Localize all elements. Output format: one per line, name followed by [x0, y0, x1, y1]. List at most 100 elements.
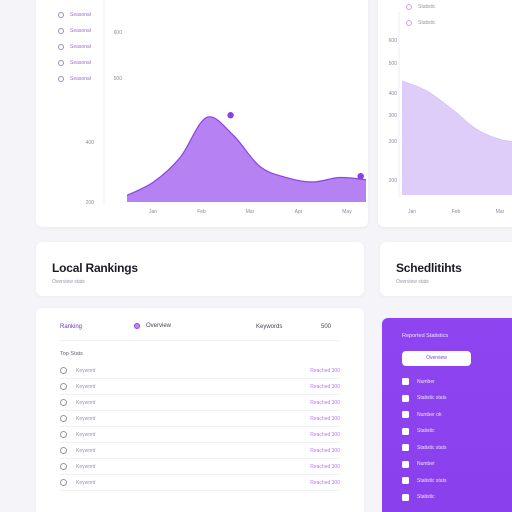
panel-title: Reported Statistics: [402, 333, 449, 339]
panel-item-label: Number ok: [417, 411, 442, 418]
section-title: Local Rankings: [52, 261, 138, 275]
row-keyword: Keyword: [76, 400, 96, 406]
row-value: Reached 300: [310, 432, 340, 438]
checkbox-icon: [402, 378, 409, 385]
table-row[interactable]: Keyword Reached 300: [60, 460, 340, 475]
row-divider: [60, 378, 340, 379]
row-value: Reached 300: [310, 368, 340, 374]
y-tick-label: 200: [389, 178, 398, 184]
legend-item[interactable]: Statistic: [406, 4, 436, 10]
rank-circle-icon: [60, 479, 67, 486]
legend-label: Seasonal: [70, 12, 91, 18]
column-header-count[interactable]: 500: [321, 324, 332, 330]
filter-label: Overview: [146, 323, 172, 329]
checkbox-icon: [402, 411, 409, 418]
panel-item-label: Number: [417, 461, 435, 467]
legend-item[interactable]: Statistic: [406, 20, 436, 26]
radio-selected-icon: [134, 323, 140, 329]
row-keyword: Keyword: [76, 464, 96, 470]
column-header-keywords[interactable]: Keywords: [256, 324, 283, 330]
legend-label: Seasonal: [70, 60, 91, 66]
panel-item-label: Statistic stats: [417, 395, 447, 401]
data-point-marker[interactable]: [227, 112, 234, 119]
checkbox-icon: [402, 460, 409, 468]
checkbox-icon: [402, 444, 409, 451]
overview-button[interactable]: Overview: [402, 351, 471, 366]
row-keyword: Keyword: [76, 368, 96, 374]
table-row[interactable]: Keyword Reached 300: [60, 428, 340, 443]
row-value: Reached 300: [310, 480, 340, 486]
panel-item-label: Statistic: [417, 428, 435, 434]
table-row[interactable]: Keyword Reached 300: [60, 412, 340, 427]
legend-item[interactable]: Seasonal: [58, 12, 91, 18]
legend-item[interactable]: Seasonal: [58, 44, 91, 50]
row-keyword: Keyword: [76, 480, 96, 486]
rankings-table: Ranking Overview Keywords 500 Top Stats …: [36, 308, 364, 512]
table-row[interactable]: Keyword Reached 300: [60, 364, 340, 379]
legend-item[interactable]: Seasonal: [58, 60, 91, 66]
row-divider: [60, 394, 340, 395]
row-value: Reached 300: [310, 448, 340, 454]
table-row[interactable]: Keyword Reached 300: [60, 444, 340, 459]
panel-list-item[interactable]: Number: [402, 378, 435, 385]
legend-radio-icon: [58, 28, 64, 34]
y-tick-label: 600: [389, 38, 398, 44]
row-keyword: Keyword: [76, 432, 96, 438]
divider: [60, 340, 340, 341]
legend-label: Statistic: [418, 20, 436, 26]
x-tick-label: Apr: [295, 209, 303, 215]
y-tick-label: 400: [86, 140, 95, 146]
row-value: Reached 300: [310, 384, 340, 390]
area-fill: [402, 80, 512, 195]
x-tick-label: Jan: [149, 209, 157, 215]
section-title: Schedlitihts: [396, 261, 462, 275]
table-subheading: Top Stats: [60, 351, 83, 357]
series-line: [401, 80, 512, 142]
y-tick-label: 200: [86, 200, 95, 206]
legend-label: Seasonal: [70, 44, 91, 50]
y-tick-label: 500: [389, 61, 398, 67]
filter-option-selected[interactable]: Overview: [134, 323, 171, 329]
checkbox-icon: [402, 477, 409, 484]
tab-rankings[interactable]: Ranking: [60, 324, 83, 330]
panel-list-item[interactable]: Statistic stats: [402, 394, 447, 402]
data-point-marker[interactable]: [357, 172, 364, 180]
x-tick-label: May: [342, 209, 352, 215]
rank-circle-icon: [60, 415, 67, 422]
main-area-chart: 600 500 400 200 Jan Feb Mar Apr May: [86, 0, 367, 215]
legend-radio-icon: [58, 76, 64, 82]
table-row[interactable]: Keyword Reached 300: [60, 476, 340, 491]
table-row[interactable]: Keyword Reached 300: [60, 396, 340, 411]
legend-radio-icon: [58, 12, 64, 18]
panel-list-item[interactable]: Number ok: [402, 411, 441, 418]
y-tick-label: 600: [114, 30, 123, 36]
x-tick-label: Feb: [452, 209, 461, 215]
row-divider: [60, 426, 340, 427]
panel-list-item[interactable]: Number: [402, 460, 435, 468]
side-area-chart: 600 500 400 300 200 200 Jan Feb Mar: [389, 12, 512, 215]
x-tick-label: Jan: [408, 209, 416, 215]
panel-list-item[interactable]: Statistic: [402, 493, 435, 501]
y-tick-label: 300: [389, 113, 398, 119]
side-chart-card: Statistic Statistic 600 500 400 300 200 200 Ja…: [378, 0, 512, 227]
x-tick-label: Feb: [197, 209, 206, 215]
area-fill: [127, 116, 366, 202]
panel-list-item[interactable]: Statistic: [402, 427, 435, 435]
panel-list-item[interactable]: Statistic stats: [402, 444, 446, 451]
section-subtitle: Overview stats: [52, 279, 85, 285]
row-divider: [60, 474, 340, 475]
rank-circle-icon: [60, 383, 67, 390]
rank-circle-icon: [60, 399, 67, 406]
panel-list-item[interactable]: Statistic stats: [402, 477, 446, 484]
checkbox-icon: [402, 427, 409, 435]
y-tick-label: 200: [389, 139, 398, 145]
legend-radio-icon: [58, 60, 64, 66]
legend-label: Seasonal: [70, 28, 91, 34]
legend-label: Seasonal: [70, 76, 91, 82]
table-row[interactable]: Keyword Reached 300: [60, 380, 340, 395]
legend-item[interactable]: Seasonal: [58, 76, 91, 82]
checkbox-icon: [402, 493, 409, 501]
statistics-header: Schedlitihts Overview stats: [380, 242, 512, 296]
legend-item[interactable]: Seasonal: [58, 28, 91, 34]
row-divider: [60, 490, 340, 491]
